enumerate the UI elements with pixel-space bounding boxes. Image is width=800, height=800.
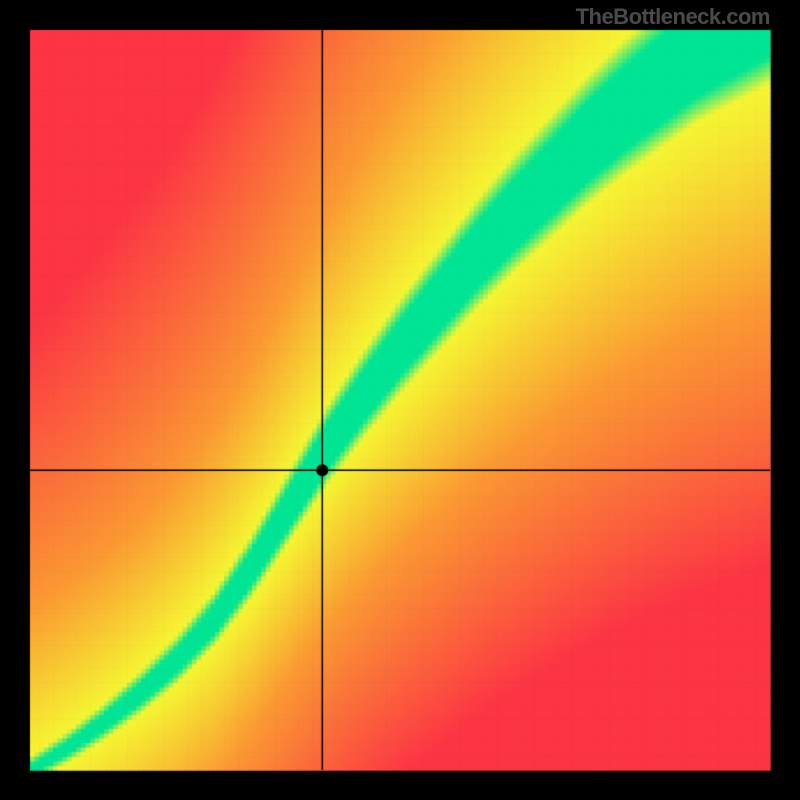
chart-container: TheBottleneck.com: [0, 0, 800, 800]
watermark-text: TheBottleneck.com: [576, 4, 770, 30]
bottleneck-heatmap: [0, 0, 800, 800]
